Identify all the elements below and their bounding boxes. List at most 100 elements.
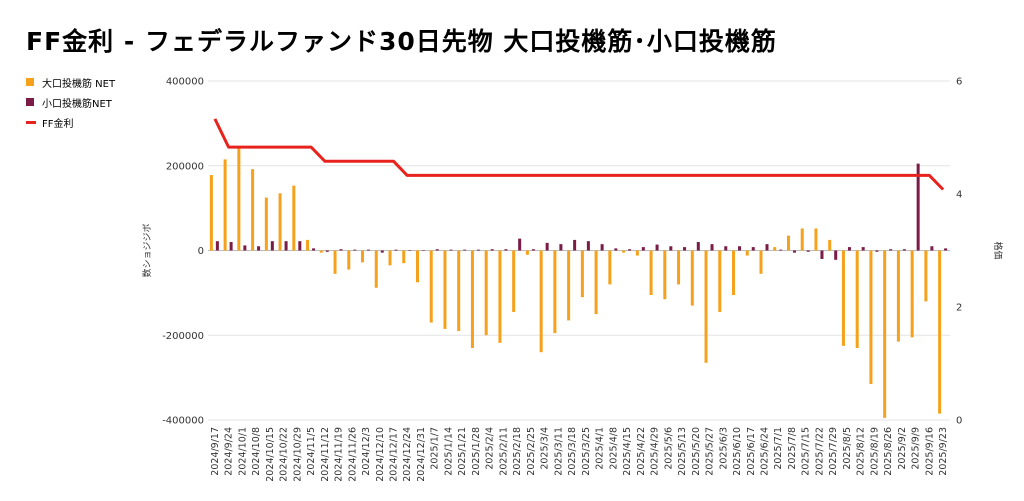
bar-large-spec (470, 250, 474, 348)
bar-large-spec (539, 250, 543, 353)
bar-large-spec (429, 250, 433, 323)
bar-small-spec (806, 250, 810, 252)
x-tick-label: 2025/4/15 (622, 427, 633, 476)
bar-large-spec (567, 250, 571, 321)
x-tick-label: 2025/7/1 (773, 427, 784, 470)
x-tick-label: 2024/10/29 (292, 427, 303, 482)
chart-title: FF金利 - フェデラルファンド30日先物 大口投機筋･小口投機筋 (26, 27, 777, 56)
bar-large-spec (828, 239, 832, 251)
x-tick-label: 2024/12/17 (389, 427, 400, 482)
x-tick-label: 2024/11/26 (347, 427, 358, 482)
bar-large-spec (415, 250, 419, 283)
bar-small-spec (930, 246, 934, 251)
bar-small-spec (586, 241, 590, 251)
bar-large-spec (869, 250, 873, 384)
bar-large-spec (608, 250, 612, 285)
bar-large-spec (251, 169, 255, 251)
x-tick-label: 2025/9/2 (897, 427, 908, 470)
x-tick-label: 2024/9/17 (210, 427, 221, 476)
bar-large-spec (374, 250, 378, 288)
bar-small-spec (435, 249, 439, 251)
bar-small-spec (270, 241, 274, 251)
bar-large-spec (677, 250, 681, 285)
x-tick-label: 2025/3/25 (581, 427, 592, 476)
y2-axis-label: 格価 (992, 241, 1004, 259)
bar-large-spec (237, 146, 241, 251)
y2-tick-label: 2 (956, 303, 962, 314)
x-tick-label: 2024/11/19 (334, 427, 345, 482)
y-tick-label: -200000 (162, 331, 204, 342)
bar-small-spec (518, 238, 522, 251)
x-tick-label: 2025/9/9 (911, 427, 922, 470)
bar-large-spec (814, 228, 818, 251)
bar-small-spec (545, 242, 549, 251)
bar-small-spec (696, 242, 700, 251)
bar-large-spec (484, 250, 488, 336)
x-tick-label: 2025/7/15 (801, 427, 812, 476)
bar-large-spec (457, 250, 461, 332)
x-tick-label: 2025/7/22 (815, 427, 826, 476)
legend-label-small-spec: 小口投機筋NET (42, 98, 112, 110)
x-tick-label: 2024/12/3 (361, 427, 372, 476)
x-tick-label: 2024/11/5 (306, 427, 317, 476)
bar-small-spec (325, 250, 329, 252)
x-tick-label: 2024/10/8 (251, 427, 262, 476)
legend-label-ff-rate: FF金利 (42, 118, 74, 130)
bar-large-spec (938, 250, 942, 414)
legend: 大口投機筋 NET 小口投機筋NET FF金利 (26, 72, 115, 132)
legend-swatch-large-spec (26, 78, 34, 86)
bar-small-spec (861, 247, 865, 251)
bar-large-spec (594, 250, 598, 315)
bar-large-spec (319, 250, 323, 253)
ff-rate-line (213, 118, 945, 191)
bar-large-spec (388, 250, 392, 266)
bar-small-spec (792, 250, 796, 253)
bar-large-spec (883, 250, 887, 418)
y-tick-label: 0 (198, 246, 204, 257)
bar-large-spec (553, 250, 557, 334)
bar-small-spec (421, 250, 425, 251)
x-tick-label: 2025/6/17 (746, 427, 757, 476)
bar-small-spec (353, 249, 357, 251)
bar-large-spec (800, 228, 804, 251)
x-tick-label: 2024/10/1 (237, 427, 248, 476)
x-tick-label: 2025/6/10 (732, 427, 743, 476)
x-tick-label: 2025/4/1 (595, 427, 606, 470)
legend-swatch-ff-rate (26, 120, 36, 124)
x-tick-label: 2025/8/26 (883, 427, 894, 476)
x-tick-label: 2024/10/15 (265, 427, 276, 482)
bar-large-spec (361, 250, 365, 263)
bar-large-spec (525, 250, 529, 255)
y-tick-label: 200000 (166, 161, 204, 172)
x-tick-label: 2025/2/18 (512, 427, 523, 476)
x-tick-label: 2025/1/7 (430, 427, 441, 470)
x-tick-label: 2025/6/3 (718, 427, 729, 470)
bar-large-spec (209, 175, 213, 251)
x-tick-label: 2025/8/5 (842, 427, 853, 470)
bar-large-spec (732, 250, 736, 295)
x-tick-label: 2025/3/18 (567, 427, 578, 476)
bar-small-spec (339, 249, 343, 251)
bar-small-spec (751, 247, 755, 251)
bar-large-spec (924, 250, 928, 302)
x-tick-label: 2025/5/13 (677, 427, 688, 476)
bar-small-spec (367, 249, 371, 251)
bar-large-spec (292, 185, 296, 251)
bar-small-spec (710, 244, 714, 251)
bar-large-spec (580, 250, 584, 298)
x-tick-label: 2025/7/8 (787, 427, 798, 470)
bar-large-spec (306, 239, 310, 251)
x-tick-label: 2025/2/11 (498, 427, 509, 476)
legend-item-large-spec: 大口投機筋 NET (26, 72, 115, 92)
x-tick-label: 2025/4/29 (650, 427, 661, 476)
x-tick-label: 2025/4/22 (636, 427, 647, 476)
bar-large-spec (264, 197, 268, 251)
legend-label-large-spec: 大口投機筋 NET (42, 78, 116, 90)
bar-small-spec (284, 241, 288, 251)
bar-small-spec (573, 239, 577, 251)
bar-small-spec (641, 247, 645, 251)
x-tick-label: 2025/9/23 (938, 427, 949, 476)
bar-large-spec (773, 247, 777, 251)
bar-small-spec (765, 244, 769, 251)
bar-small-spec (847, 247, 851, 251)
